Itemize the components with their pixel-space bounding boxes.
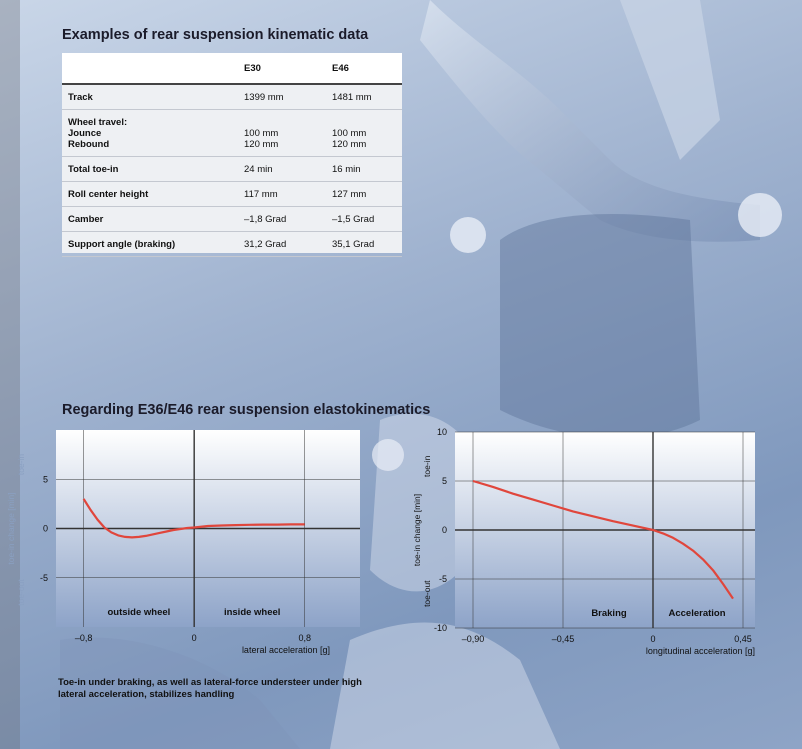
series-line [472, 479, 734, 600]
y-axis-label-top: toe-in [422, 455, 432, 477]
cell-e30: –1,8 Grad [238, 206, 326, 232]
x-tick-label: –0,90 [462, 634, 485, 644]
cell-e46: 127 mm [326, 181, 402, 207]
row-label: Track [62, 84, 238, 110]
x-tick-label: 0,8 [298, 633, 311, 643]
x-tick-label: 0 [192, 633, 197, 643]
chart-caption: Toe-in under braking, as well as lateral… [58, 677, 362, 700]
y-tick-label: -5 [439, 574, 447, 584]
y-tick-label: 5 [43, 474, 48, 484]
row-label: Roll center height [62, 181, 238, 207]
table-row: Wheel travel: Jounce Rebound 100 mm 120 … [62, 109, 402, 157]
row-label: Wheel travel: Jounce Rebound [62, 109, 238, 157]
y-axis-label: toe-in change [min] [412, 494, 422, 566]
table-row: Support angle (braking) 31,2 Grad 35,1 Gra… [62, 231, 402, 257]
kinematic-data-table: E30 E46 Track 1399 mm 1481 mm Wheel travel:… [62, 53, 402, 257]
table-row: Total toe-in 24 min 16 min [62, 156, 402, 182]
region-annotation: Acceleration [668, 608, 725, 619]
cell-e30: 117 mm [238, 181, 326, 207]
x-tick-label: 0 [650, 634, 655, 644]
y-tick-label: 0 [43, 524, 48, 534]
lateral-acceleration-chart: –0,8 0 0,8 5 0 -5 outside wheel inside wheel lat… [6, 430, 360, 655]
cell-e46: 35,1 Grad [326, 231, 402, 257]
cell-e30: 100 mm 120 mm [238, 109, 326, 157]
x-tick-label: –0,45 [552, 634, 575, 644]
table-header-row: E30 E46 [62, 53, 402, 85]
cell-e46: 100 mm 120 mm [326, 109, 402, 157]
y-tick-label: 0 [442, 525, 447, 535]
y-axis-label: toe-in change [min] [6, 492, 16, 564]
x-tick-label: –0,8 [75, 633, 93, 643]
header-e46: E46 [326, 53, 402, 85]
y-axis-label-top: toe-in [16, 454, 26, 476]
cell-e46: 1481 mm [326, 84, 402, 110]
cell-e30: 1399 mm [238, 84, 326, 110]
x-axis-label: longitudinal acceleration [g] [646, 646, 755, 656]
y-tick-label: -10 [434, 623, 447, 633]
cell-e30: 31,2 Grad [238, 231, 326, 257]
header-blank [62, 53, 238, 85]
series-line [82, 498, 305, 539]
row-label: Support angle (braking) [62, 231, 238, 257]
y-tick-label: -5 [40, 573, 48, 583]
region-annotation: Braking [591, 608, 627, 619]
table-row: Track 1399 mm 1481 mm [62, 84, 402, 110]
y-axis-label-bottom: toe-out [422, 580, 432, 607]
cell-e46: 16 min [326, 156, 402, 182]
table-row: Camber –1,8 Grad –1,5 Grad [62, 206, 402, 232]
y-axis-label-bottom: toe-out [16, 579, 26, 606]
x-tick-label: 0,45 [734, 634, 752, 644]
row-label: Total toe-in [62, 156, 238, 182]
region-annotation: inside wheel [224, 607, 281, 618]
charts-title: Regarding E36/E46 rear suspension elasto… [62, 402, 431, 418]
cell-e30: 24 min [238, 156, 326, 182]
longitudinal-acceleration-chart: –0,90 –0,45 0 0,45 10 5 0 -5 -10 Braking Accelerat… [412, 427, 755, 656]
row-label: Camber [62, 206, 238, 232]
cell-e46: –1,5 Grad [326, 206, 402, 232]
y-tick-label: 10 [437, 427, 447, 437]
y-tick-label: 5 [442, 476, 447, 486]
table-title: Examples of rear suspension kinematic da… [62, 27, 369, 43]
header-e30: E30 [238, 53, 326, 85]
x-axis-label: lateral acceleration [g] [242, 645, 330, 655]
region-annotation: outside wheel [107, 607, 170, 618]
table-row: Roll center height 117 mm 127 mm [62, 181, 402, 207]
